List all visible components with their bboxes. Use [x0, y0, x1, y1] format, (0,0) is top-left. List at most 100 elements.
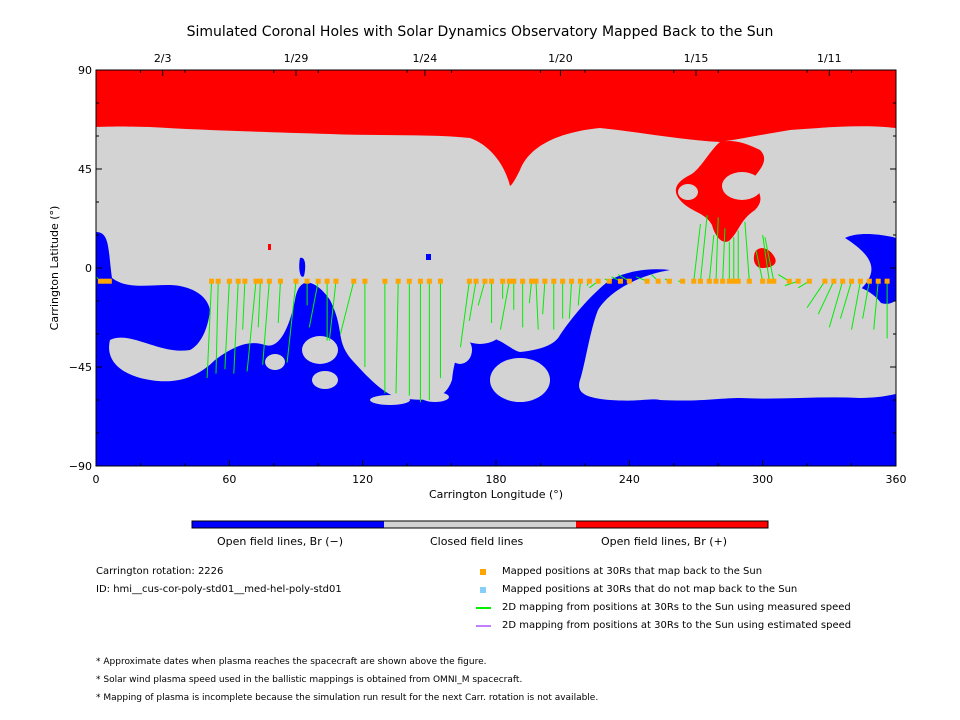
footnote-speed: * Solar wind plasma speed used in the ba…: [96, 675, 523, 685]
colorbar-label-positive: Open field lines, Br (+): [601, 535, 728, 548]
y-axis-label: Carrington Latitude (°): [48, 206, 61, 331]
colorbar-frame: [191, 520, 769, 529]
mapped-point: [304, 278, 310, 284]
closed-field-island: [490, 358, 550, 402]
y-tick-label: −45: [69, 361, 92, 374]
mapping-line: [851, 281, 861, 330]
mapped-point: [731, 278, 737, 284]
mapped-point: [831, 278, 837, 284]
mapped-point: [473, 278, 479, 284]
mapped-point: [697, 278, 703, 284]
closed-field-island: [421, 392, 449, 402]
mapped-point: [511, 278, 517, 284]
mapped-point: [533, 278, 539, 284]
mapped-point: [875, 278, 881, 284]
mapping-line: [215, 281, 219, 374]
mapped-point: [102, 278, 108, 284]
top-date-label: 1/11: [817, 52, 842, 65]
mapping-line: [246, 281, 257, 372]
mapping-line: [242, 281, 246, 330]
mapping-line: [762, 234, 770, 282]
mapped-point: [277, 278, 283, 284]
mapped-point: [795, 278, 801, 284]
west-coronal-hole-patch: [96, 300, 170, 331]
closed-field-island: [722, 172, 762, 200]
mapping-line: [262, 281, 270, 365]
mapping-line: [224, 281, 230, 370]
mapping-line: [699, 215, 708, 282]
mapped-point: [551, 278, 557, 284]
closed-field-island: [640, 275, 820, 365]
mapped-point: [866, 278, 872, 284]
mapping-line: [744, 221, 750, 282]
mapping-line: [277, 281, 281, 324]
mapped-point: [822, 278, 828, 284]
mapping-line: [468, 281, 477, 321]
mapping-line: [308, 281, 319, 328]
mapped-point: [426, 278, 432, 284]
mapped-point: [324, 278, 330, 284]
legend-item-mapped: Mapped positions at 30Rs that map back t…: [476, 566, 762, 577]
legend-item-not-mapped: Mapped positions at 30Rs that do not map…: [476, 584, 797, 595]
closed-field-island: [312, 371, 338, 389]
legend-item-measured: 2D mapping from positions at 30Rs to the…: [476, 602, 851, 613]
small-positive-polarity-patch: [268, 244, 271, 250]
mapping-line: [577, 281, 581, 306]
closed-field-island: [678, 184, 698, 200]
mapped-point: [691, 278, 697, 284]
y-tick-label: 90: [78, 64, 92, 77]
mapping-lines: [95, 215, 888, 403]
mapped-point: [266, 278, 272, 284]
mapped-point: [586, 278, 592, 284]
x-tick-label: 0: [93, 473, 100, 486]
south-polar-coronal-hole: [96, 232, 896, 466]
map-plot-area: [95, 69, 897, 467]
mapped-point: [655, 278, 661, 284]
mapped-point: [482, 278, 488, 284]
mapped-point: [746, 278, 752, 284]
tiny-coronal-hole-patch: [426, 254, 431, 260]
closed-field-island: [265, 354, 285, 370]
legend-label: 2D mapping from positions at 30Rs to the…: [502, 602, 851, 613]
mapped-point: [577, 278, 583, 284]
mapped-point: [520, 278, 526, 284]
mapped-point: [253, 278, 259, 284]
chart-title: Simulated Coronal Holes with Solar Dynam…: [187, 24, 774, 40]
x-tick-label: 360: [886, 473, 907, 486]
mapped-point: [395, 278, 401, 284]
mapping-line: [715, 217, 719, 282]
mapping-line: [708, 234, 715, 282]
mapped-point: [806, 278, 812, 284]
mapped-point: [786, 278, 792, 284]
mapped-point: [489, 278, 495, 284]
x-tick-label: 120: [352, 473, 373, 486]
mapped-point: [215, 278, 221, 284]
mapping-line: [828, 281, 844, 328]
mapping-line: [817, 280, 835, 315]
mapped-point: [529, 278, 535, 284]
mapping-line: [755, 250, 764, 282]
closed-field-island: [370, 395, 410, 405]
colorbar-positive-segment: [576, 521, 768, 528]
mapping-line: [862, 281, 870, 319]
y-tick-label: 0: [85, 262, 92, 275]
mapping-line: [542, 281, 546, 315]
mapped-point: [680, 278, 686, 284]
mapped-point: [97, 278, 103, 284]
closed-field-island: [458, 316, 502, 344]
mapped-point: [209, 278, 215, 284]
mapping-line: [528, 281, 533, 304]
mapped-point: [569, 278, 575, 284]
x-tick-label: 300: [752, 473, 773, 486]
mapped-point: [351, 278, 357, 284]
mapped-point: [293, 278, 299, 284]
x-axis-label: Carrington Longitude (°): [429, 488, 563, 501]
mapped-point: [242, 278, 248, 284]
purple-line-icon: [476, 624, 491, 627]
mapped-point: [235, 278, 241, 284]
mapped-point: [500, 278, 506, 284]
legend-label: Mapped positions at 30Rs that map back t…: [502, 566, 763, 577]
mapping-line: [477, 281, 486, 306]
mapped-point: [315, 278, 321, 284]
